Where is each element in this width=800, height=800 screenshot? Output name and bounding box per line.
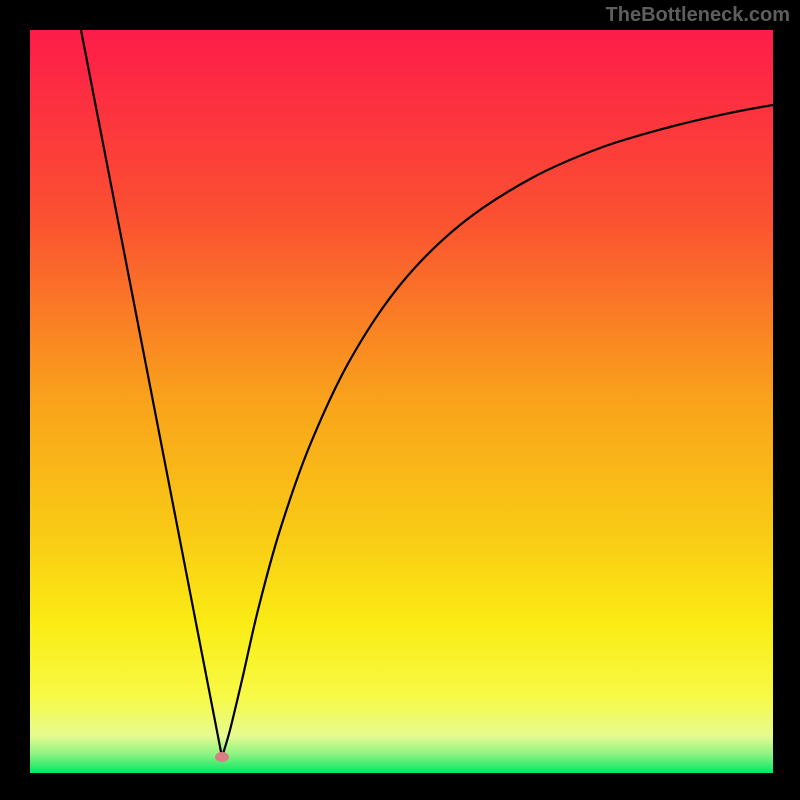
minimum-marker	[215, 752, 229, 762]
chart-container: TheBottleneck.com	[0, 0, 800, 800]
attribution-text: TheBottleneck.com	[606, 4, 790, 27]
bottleneck-curve	[81, 30, 773, 757]
plot-area	[30, 30, 773, 773]
curve-svg	[30, 30, 773, 773]
